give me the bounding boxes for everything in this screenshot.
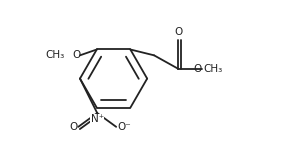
Text: O: O (193, 64, 201, 74)
Text: O: O (174, 27, 182, 37)
Text: O: O (73, 50, 81, 60)
Text: O: O (69, 122, 78, 132)
Text: N⁺: N⁺ (91, 114, 104, 124)
Text: O⁻: O⁻ (117, 122, 131, 132)
Text: CH₃: CH₃ (203, 64, 222, 74)
Text: CH₃: CH₃ (45, 50, 64, 60)
